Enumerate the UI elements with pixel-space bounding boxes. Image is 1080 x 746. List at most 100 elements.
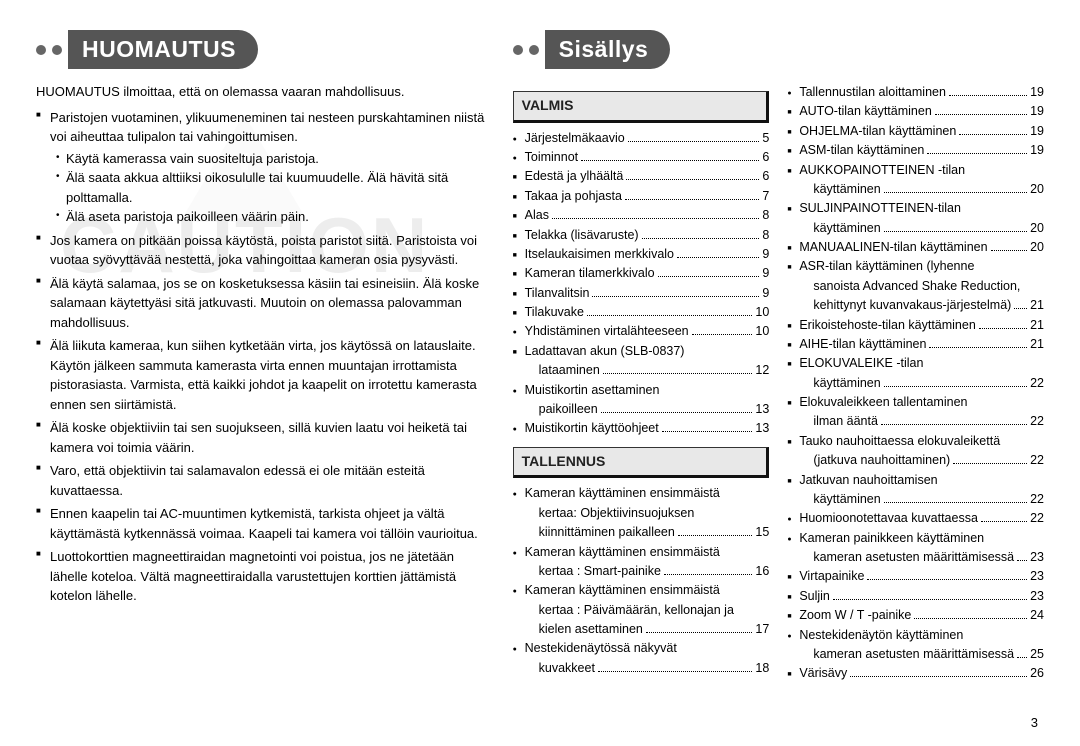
toc-entry: OHJELMA-tilan käyttäminen19	[787, 122, 1044, 141]
bullet-round-icon	[787, 629, 799, 645]
toc-label: Toiminnot	[525, 148, 579, 167]
leader-dots	[914, 611, 1027, 619]
bullet-square-icon	[787, 396, 799, 412]
bullet-round-icon	[513, 642, 525, 658]
toc-entry: Tauko nauhoittaessa elokuvaleikettä	[787, 432, 1044, 451]
toc-entry: Tilanvalitsin9	[513, 284, 770, 303]
bullet-square-icon	[787, 357, 799, 373]
page-root: HUOMAUTUS HUOMAUTUS ilmoittaa, että on o…	[36, 30, 1044, 726]
toc-label: Kameran käyttäminen ensimmäistä	[525, 484, 720, 503]
leader-dots	[581, 153, 759, 161]
toc-entry: Toiminnot6	[513, 148, 770, 167]
leader-dots	[850, 669, 1027, 677]
toc-label: Takaa ja pohjasta	[525, 187, 622, 206]
warning-subitem: Älä aseta paristoja paikoilleen väärin p…	[56, 207, 489, 227]
toc-entry: kehittynyt kuvanvakaus-järjestelmä) 21	[787, 296, 1044, 315]
bullet-square-icon	[787, 202, 799, 218]
bullet-round-icon	[513, 325, 525, 341]
toc-label: kehittynyt kuvanvakaus-järjestelmä)	[813, 296, 1011, 315]
leader-dots	[881, 417, 1027, 425]
toc-label: kameran asetusten määrittämisessä	[813, 548, 1014, 567]
toc-page: 21	[1030, 316, 1044, 335]
toc-page: 20	[1030, 180, 1044, 199]
right-column: Sisällys VALMIS Järjestelmäkaavio5Toimin…	[513, 30, 1044, 726]
toc-label: Kameran tilamerkkivalo	[525, 264, 655, 283]
toc-entry: Alas 8	[513, 206, 770, 225]
bullet-round-icon	[513, 384, 525, 400]
toc-entry: Itselaukaisimen merkkivalo9	[513, 245, 770, 264]
toc-label: Ladattavan akun (SLB-0837)	[525, 342, 685, 361]
bullet-round-icon	[513, 151, 525, 167]
toc-entry: Yhdistäminen virtalähteeseen10	[513, 322, 770, 341]
leader-dots	[935, 107, 1027, 115]
toc-label: (jatkuva nauhoittaminen)	[813, 451, 950, 470]
leader-dots	[646, 625, 753, 633]
leader-dots	[949, 88, 1027, 96]
leader-dots	[592, 289, 759, 297]
toc-entry: (jatkuva nauhoittaminen) 22	[787, 451, 1044, 470]
leader-dots	[884, 185, 1027, 193]
toc-page: 19	[1030, 122, 1044, 141]
bullet-square-icon	[787, 241, 799, 257]
toc-label: Alas	[525, 206, 549, 225]
toc-entry: käyttäminen 20	[787, 180, 1044, 199]
toc-label: kielen asettaminen	[539, 620, 643, 639]
toc-entry: ASR-tilan käyttäminen (lyhenne	[787, 257, 1044, 276]
bullet-round-icon	[513, 487, 525, 503]
toc-page: 13	[755, 400, 769, 419]
bullet-square-icon	[513, 306, 525, 322]
toc-label: sanoista Advanced Shake Reduction,	[813, 277, 1020, 296]
toc-page: 9	[762, 264, 769, 283]
warning-subitem: Käytä kamerassa vain suositeltuja parist…	[56, 149, 489, 169]
toc-label: AUTO-tilan käyttäminen	[799, 102, 931, 121]
leader-dots	[929, 340, 1027, 348]
toc-label: Nestekidenäytössä näkyvät	[525, 639, 677, 658]
bullet-square-icon	[787, 319, 799, 335]
bullet-square-icon	[787, 590, 799, 606]
toc-page: 22	[1030, 451, 1044, 470]
bullet-square-icon	[787, 570, 799, 586]
toc-label: Elokuvaleikkeen tallentaminen	[799, 393, 967, 412]
toc-entry: Kameran painikkeen käyttäminen	[787, 529, 1044, 548]
toc-label: MANUAALINEN-tilan käyttäminen	[799, 238, 987, 257]
toc-entry: Muistikortin käyttöohjeet13	[513, 419, 770, 438]
bullet-round-icon	[513, 132, 525, 148]
toc-label: Virtapainike	[799, 567, 864, 586]
bullet-round-icon	[787, 512, 799, 528]
bullet-square-icon	[787, 609, 799, 625]
toc-page: 6	[762, 167, 769, 186]
toc-label: Tauko nauhoittaessa elokuvaleikettä	[799, 432, 1000, 451]
toc-entry: Zoom W / T -painike24	[787, 606, 1044, 625]
toc-entry: AUTO-tilan käyttäminen 19	[787, 102, 1044, 121]
toc-entry: Järjestelmäkaavio5	[513, 129, 770, 148]
leader-dots	[884, 379, 1027, 387]
warning-item: Luottokorttien magneettiraidan magnetoin…	[36, 547, 489, 606]
toc-label: käyttäminen	[813, 180, 880, 199]
leader-dots	[598, 664, 752, 672]
toc-page: 19	[1030, 102, 1044, 121]
toc-entry: Kameran käyttäminen ensimmäistä	[513, 484, 770, 503]
toc-entry: lataaminen12	[513, 361, 770, 380]
toc-entry: Erikoistehoste-tilan käyttäminen21	[787, 316, 1044, 335]
toc-label: ilman ääntä	[813, 412, 878, 431]
toc-entry: paikoilleen13	[513, 400, 770, 419]
toc-label: Itselaukaisimen merkkivalo	[525, 245, 674, 264]
toc-entry: ilman ääntä22	[787, 412, 1044, 431]
leader-dots	[677, 250, 759, 258]
warning-item: Älä liikuta kameraa, kun siihen kytketää…	[36, 336, 489, 414]
bullet-square-icon	[513, 267, 525, 283]
bullet-square-icon	[787, 435, 799, 451]
toc-entry: käyttäminen22	[787, 490, 1044, 509]
toc-page: 18	[755, 659, 769, 678]
toc-entry: käyttäminen20	[787, 219, 1044, 238]
toc-page: 21	[1030, 296, 1044, 315]
toc-page: 25	[1030, 645, 1044, 664]
toc-entry: kertaa: Objektiivinsuojuksen	[513, 504, 770, 523]
toc-page: 8	[762, 206, 769, 225]
warning-item: Jos kamera on pitkään poissa käytöstä, p…	[36, 231, 489, 270]
toc-entry: kertaa : Päivämäärän, kellonajan ja	[513, 601, 770, 620]
toc-entry: Tilakuvake10	[513, 303, 770, 322]
toc-entry: kameran asetusten määrittämisessä25	[787, 645, 1044, 664]
bullet-square-icon	[787, 164, 799, 180]
toc-page: 10	[755, 303, 769, 322]
